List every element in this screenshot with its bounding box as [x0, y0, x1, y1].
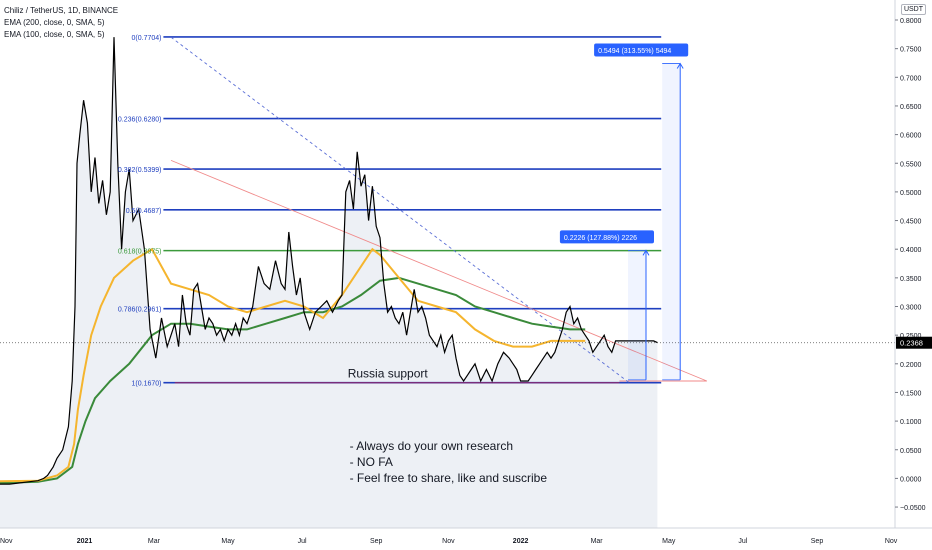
- x-tick-label: May: [662, 538, 676, 545]
- note-text: - Feel free to share, like and suscribe: [350, 471, 548, 485]
- measure-arrowhead: [676, 62, 684, 69]
- symbol-title: Chiliz / TetherUS, 1D, BINANCE: [4, 6, 119, 15]
- fib-level-label: 0.236(0.6280): [118, 117, 162, 124]
- fib-level-label: 0.5(0.4687): [126, 208, 162, 215]
- fib-level-label: 0.786(0.2961): [118, 307, 162, 314]
- ema100-line: [0, 247, 586, 483]
- x-tick-label: Mar: [148, 538, 161, 545]
- measure-range: [628, 250, 646, 380]
- x-tick-label: Jul: [298, 538, 307, 545]
- support-label: Russia support: [348, 367, 429, 381]
- measure-range: [662, 63, 681, 380]
- x-tick-label: 2022: [513, 538, 529, 545]
- fib-level-label: 0.382(0.5399): [118, 167, 162, 174]
- currency-badge[interactable]: USDT: [900, 4, 926, 15]
- y-tick-label: 0.2500: [900, 333, 922, 340]
- x-tick-label: Nov: [885, 538, 898, 545]
- y-tick-label: 0.5500: [900, 161, 922, 168]
- price-line: [0, 37, 658, 485]
- x-tick-label: Sep: [370, 538, 383, 545]
- y-tick-label: 0.3500: [900, 276, 922, 283]
- last-price-label: 0.2368: [900, 339, 923, 348]
- x-tick-label: Nov: [442, 538, 455, 545]
- note-text: - Always do your own research: [350, 439, 513, 453]
- measure-arrowhead: [642, 249, 650, 256]
- fib-level-label: 0.618(0.3975): [118, 249, 162, 256]
- y-tick-label: 0.6500: [900, 104, 922, 111]
- y-tick-label: 0.0500: [900, 448, 922, 455]
- note-text: - NO FA: [350, 455, 393, 469]
- x-tick-label: Nov: [0, 538, 13, 545]
- y-tick-label: −0.0500: [900, 505, 926, 512]
- ema100-legend: EMA (100, close, 0, SMA, 5): [4, 30, 105, 39]
- y-tick-label: 0.4000: [900, 247, 922, 254]
- y-tick-label: 0.1000: [900, 419, 922, 426]
- measure-label: 0.5494 (313.55%) 5494: [598, 48, 671, 55]
- ema200-line: [0, 276, 586, 484]
- x-tick-label: Mar: [591, 538, 604, 545]
- x-tick-label: 2021: [77, 538, 93, 545]
- plot-area: [0, 36, 895, 528]
- y-tick-label: 0.7000: [900, 75, 922, 82]
- y-tick-label: 0.6000: [900, 133, 922, 140]
- y-tick-label: 0.3000: [900, 305, 922, 312]
- price-area: [0, 37, 658, 528]
- y-tick-label: 0.4500: [900, 219, 922, 226]
- y-tick-label: 0.8000: [900, 18, 922, 25]
- trendline: [170, 159, 707, 382]
- measure-label-bg: [559, 230, 654, 244]
- x-tick-label: May: [221, 538, 235, 545]
- y-tick-label: 0.5000: [900, 190, 922, 197]
- x-tick-label: Jul: [738, 538, 747, 545]
- measure-label-bg: [594, 43, 689, 57]
- x-tick-label: Sep: [811, 538, 824, 545]
- y-tick-label: 0.1500: [900, 390, 922, 397]
- y-tick-label: 0.2000: [900, 362, 922, 369]
- measure-label: 0.2226 (127.88%) 2226: [564, 235, 637, 242]
- fib-level-label: 0(0.7704): [132, 35, 162, 42]
- fib-level-label: 1(0.1670): [132, 381, 162, 388]
- y-tick-label: 0.7500: [900, 47, 922, 54]
- ema200-legend: EMA (200, close, 0, SMA, 5): [4, 18, 105, 27]
- last-price-tag: [896, 336, 932, 349]
- y-tick-label: 0.0000: [900, 476, 922, 483]
